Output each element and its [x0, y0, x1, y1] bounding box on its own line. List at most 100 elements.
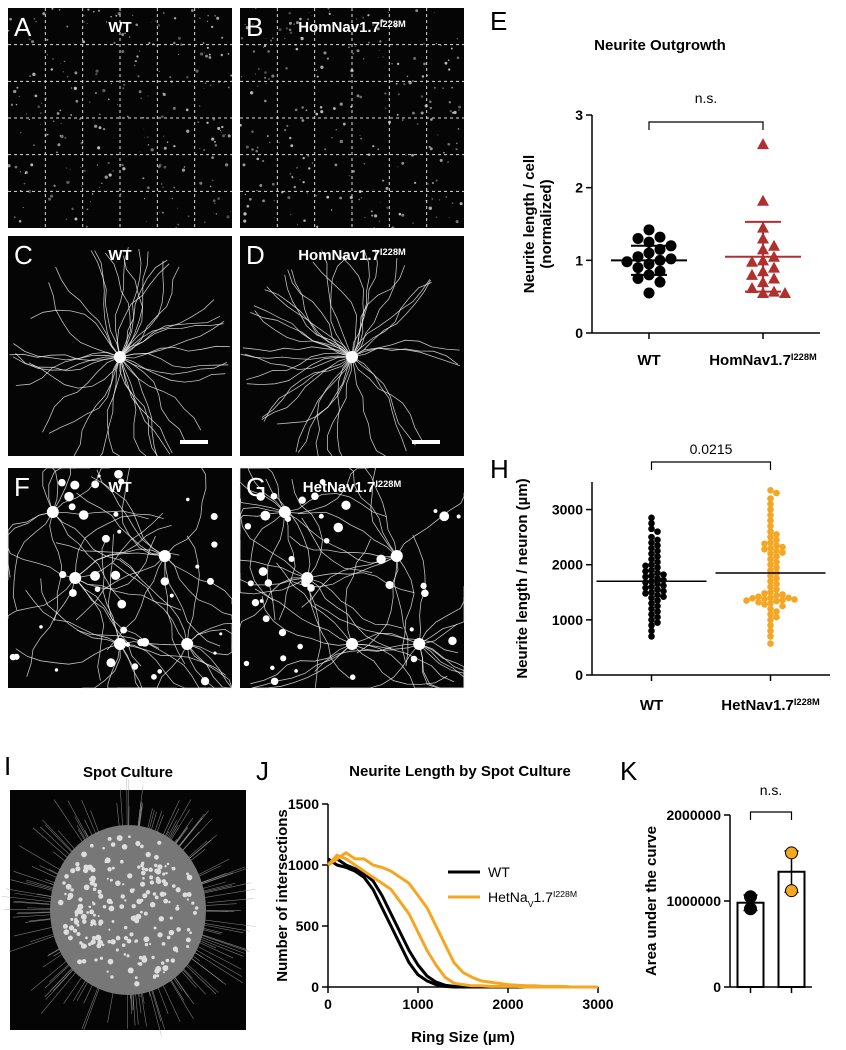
speck: [47, 197, 52, 201]
speck: [387, 12, 389, 14]
speck: [180, 43, 183, 46]
speck: [306, 192, 308, 194]
neurite: [119, 356, 173, 454]
data-point: [757, 194, 769, 206]
speck: [173, 144, 176, 148]
speck: [288, 28, 292, 32]
neurite: [14, 900, 50, 905]
neurite: [90, 476, 166, 557]
neurite: [200, 867, 249, 886]
speck: [262, 199, 265, 203]
speck: [264, 77, 266, 79]
speck: [42, 12, 46, 16]
soma: [439, 511, 450, 522]
neurite: [119, 260, 165, 358]
y-tick-label: 2: [575, 180, 583, 196]
speck: [271, 74, 275, 78]
soma: [270, 665, 275, 671]
cell: [102, 904, 107, 909]
image-caption-part: HomNav1.7: [298, 19, 380, 36]
speck: [147, 136, 149, 138]
speck: [112, 170, 114, 172]
data-point: [648, 520, 655, 527]
speck: [429, 147, 433, 151]
cell: [149, 875, 154, 880]
speck: [56, 151, 58, 154]
soma: [113, 511, 119, 517]
cell: [166, 862, 170, 866]
cell: [101, 943, 105, 947]
data-point: [773, 592, 780, 599]
data-point: [648, 514, 655, 522]
speck: [293, 185, 297, 189]
cell: [110, 842, 116, 847]
speck: [46, 54, 49, 56]
micrograph: [240, 236, 464, 457]
cell: [160, 961, 165, 965]
speck: [367, 41, 370, 44]
cell: [64, 892, 67, 896]
data-point: [761, 601, 768, 608]
y-tick-label: 1000: [288, 857, 319, 873]
speck: [185, 108, 189, 112]
speck: [367, 14, 370, 17]
neurite: [9, 935, 56, 953]
soma: [433, 509, 438, 514]
soma: [349, 674, 356, 680]
soma: [270, 492, 278, 500]
cell: [176, 904, 179, 907]
soma: [280, 655, 287, 662]
soma: [284, 515, 292, 522]
cell: [193, 910, 197, 915]
speck: [162, 12, 165, 14]
neurite: [393, 555, 409, 666]
speck: [355, 46, 356, 47]
soma: [256, 492, 266, 501]
data-point: [791, 596, 798, 603]
speck: [107, 98, 110, 101]
cell: [153, 863, 158, 868]
speck: [428, 206, 433, 210]
speck: [377, 148, 380, 151]
cell: [186, 898, 189, 901]
speck: [213, 140, 217, 143]
data-point: [773, 547, 780, 555]
panel-label: I: [4, 751, 11, 781]
speck: [105, 21, 108, 23]
soma: [390, 550, 403, 562]
speck: [373, 214, 378, 218]
cell: [135, 840, 141, 847]
cell: [102, 846, 105, 850]
cell: [169, 916, 173, 920]
data-point: [755, 593, 762, 600]
speck: [293, 23, 295, 26]
speck: [248, 33, 251, 36]
neurite: [284, 511, 373, 573]
data-point: [654, 536, 661, 544]
soma: [311, 492, 319, 501]
neurite: [104, 252, 131, 358]
speck: [423, 42, 426, 45]
speck: [15, 103, 18, 106]
cell: [89, 909, 95, 915]
cell: [165, 871, 168, 875]
panel-label: C: [14, 240, 33, 270]
neurite: [284, 493, 387, 517]
cell: [153, 926, 157, 930]
neurite: [96, 469, 166, 557]
speck: [394, 24, 398, 28]
speck: [7, 29, 10, 32]
data-point: [773, 608, 780, 615]
cell: [73, 928, 78, 933]
speck: [372, 189, 374, 190]
cell: [120, 894, 125, 899]
speck: [46, 38, 49, 41]
neurite: [107, 534, 121, 645]
y-tick-label: 0: [575, 325, 583, 341]
speck: [401, 119, 404, 121]
speck: [65, 218, 67, 220]
image-caption: Spot Culture: [83, 764, 173, 781]
speck: [145, 221, 147, 223]
cell: [138, 955, 143, 960]
cell: [155, 966, 162, 973]
